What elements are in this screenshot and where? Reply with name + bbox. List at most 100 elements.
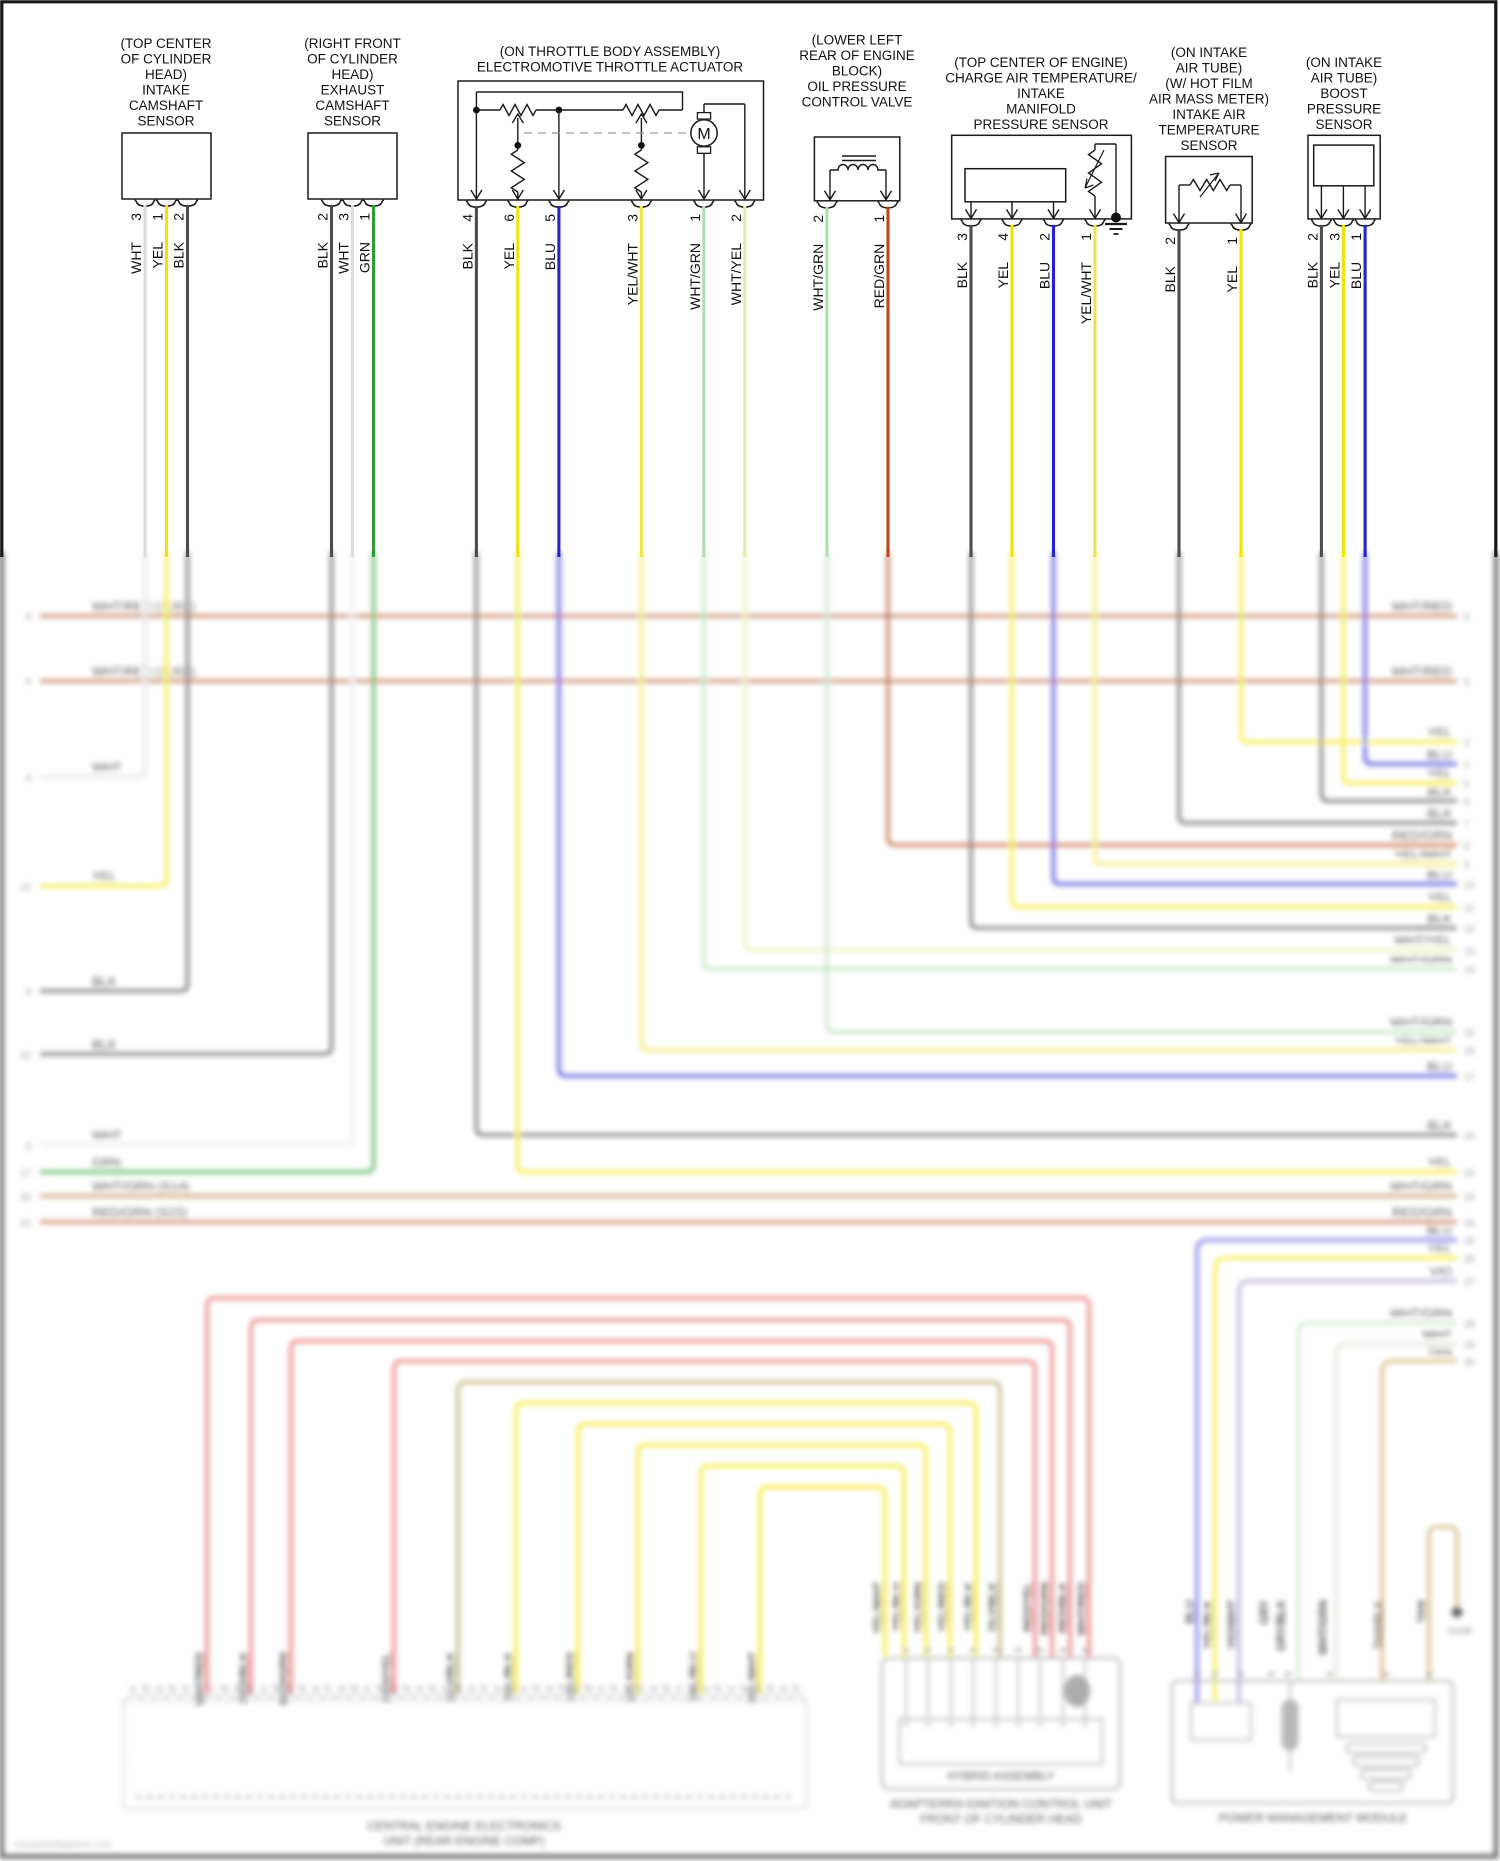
svg-text:RED/GRN (S15): RED/GRN (S15) [92, 1205, 187, 1220]
svg-text:TAN: TAN [1427, 1344, 1452, 1359]
svg-text:AIR MASS METER): AIR MASS METER) [1149, 92, 1269, 107]
svg-text:BLK: BLK [92, 1037, 117, 1052]
svg-text:22: 22 [1464, 1168, 1475, 1179]
svg-text:2: 2 [315, 213, 331, 221]
svg-text:SENSOR: SENSOR [324, 114, 381, 129]
svg-text:5: 5 [1464, 612, 1469, 623]
svg-text:WHT: WHT [92, 1128, 122, 1143]
svg-text:15: 15 [182, 1686, 190, 1693]
svg-text:1: 1 [1224, 237, 1240, 245]
svg-text:17: 17 [559, 1686, 567, 1693]
svg-text:WHT/GRN: WHT/GRN [810, 244, 826, 311]
svg-text:WHT: WHT [1422, 1327, 1452, 1342]
svg-text:3: 3 [1326, 233, 1342, 241]
svg-text:WHT: WHT [92, 760, 122, 775]
svg-text:14: 14 [1464, 965, 1475, 976]
svg-text:17: 17 [208, 1686, 216, 1693]
svg-text:RED/YEL: RED/YEL [1023, 1582, 1035, 1632]
svg-text:HEAD): HEAD) [331, 67, 373, 82]
svg-text:11: 11 [715, 1686, 722, 1693]
svg-text:YEL: YEL [501, 243, 517, 270]
svg-text:CENTRAL ENGINE ELECTRONICS: CENTRAL ENGINE ELECTRONICS [367, 1819, 561, 1833]
svg-text:11: 11 [364, 1686, 371, 1693]
svg-text:YEL: YEL [1326, 262, 1342, 289]
svg-text:WHT/GRN: WHT/GRN [1390, 1179, 1452, 1194]
svg-text:(RIGHT FRONT: (RIGHT FRONT [304, 36, 401, 51]
svg-text:28: 28 [1464, 1319, 1475, 1330]
svg-text:YEL/WHT: YEL/WHT [1394, 1033, 1452, 1048]
svg-text:14: 14 [637, 1686, 645, 1693]
svg-text:11: 11 [481, 1686, 488, 1693]
svg-text:OF CYLINDER: OF CYLINDER [307, 52, 398, 67]
svg-text:SENSOR: SENSOR [1315, 117, 1372, 132]
svg-text:15: 15 [533, 1686, 541, 1693]
svg-text:POWER MANAGEMENT MODULE: POWER MANAGEMENT MODULE [1218, 1811, 1407, 1825]
svg-text:YEL/GRN: YEL/GRN [626, 1652, 638, 1703]
svg-text:26: 26 [1464, 1254, 1475, 1265]
svg-text:3: 3 [336, 213, 352, 221]
svg-text:BLU: BLU [1427, 867, 1452, 882]
svg-text:9: 9 [1464, 860, 1469, 871]
svg-text:13: 13 [156, 1686, 164, 1693]
svg-text:CAMSHAFT: CAMSHAFT [129, 98, 203, 113]
svg-text:WHT/RED: WHT/RED [1077, 1582, 1089, 1636]
svg-text:GRY/BLK: GRY/BLK [1276, 1599, 1288, 1651]
svg-text:RED/GRN: RED/GRN [1392, 1205, 1452, 1220]
svg-text:BLK: BLK [1427, 784, 1452, 799]
svg-text:12: 12 [260, 1686, 268, 1693]
svg-text:3: 3 [624, 214, 640, 222]
svg-text:HYBRID ASSEMBLY: HYBRID ASSEMBLY [947, 1771, 1054, 1783]
svg-text:15: 15 [299, 1686, 307, 1693]
svg-text:12: 12 [143, 1686, 151, 1693]
svg-text:(ON INTAKE: (ON INTAKE [1171, 45, 1247, 60]
svg-text:GRN: GRN [357, 242, 373, 273]
svg-text:YEL: YEL [1427, 725, 1452, 740]
svg-text:17: 17 [1464, 1072, 1475, 1083]
svg-text:YEL: YEL [1427, 766, 1452, 781]
svg-text:13: 13 [273, 1686, 281, 1693]
svg-text:2: 2 [1304, 233, 1320, 241]
svg-text:18: 18 [689, 1686, 697, 1693]
svg-text:(TOP CENTER: (TOP CENTER [120, 36, 211, 51]
svg-text:WHT/GRN: WHT/GRN [1390, 1306, 1452, 1321]
svg-text:17: 17 [793, 1686, 801, 1693]
svg-text:5: 5 [542, 214, 558, 222]
svg-text:PRESSURE: PRESSURE [1307, 102, 1381, 117]
svg-text:BLK: BLK [954, 261, 970, 288]
svg-text:WHT/GRN (S14): WHT/GRN (S14) [92, 1179, 190, 1194]
svg-text:OLV/BLK: OLV/BLK [988, 1581, 1000, 1631]
svg-text:YEL/WHT: YEL/WHT [1078, 261, 1094, 324]
svg-text:29: 29 [1464, 1340, 1475, 1351]
svg-text:12: 12 [1464, 924, 1475, 935]
svg-text:16: 16 [546, 1686, 554, 1693]
svg-text:9: 9 [26, 677, 31, 688]
svg-text:PRESSURE SENSOR: PRESSURE SENSOR [973, 117, 1108, 132]
svg-text:3: 3 [128, 213, 144, 221]
svg-text:ELECTROMOTIVE THROTTLE ACTUATO: ELECTROMOTIVE THROTTLE ACTUATOR [477, 60, 744, 75]
svg-text:19: 19 [702, 1686, 710, 1693]
svg-text:14: 14 [286, 1686, 294, 1693]
svg-text:WHT/GRN: WHT/GRN [1318, 1600, 1330, 1655]
svg-text:31: 31 [20, 1218, 31, 1229]
svg-text:16: 16 [195, 1686, 203, 1693]
svg-text:BLU: BLU [542, 243, 558, 270]
svg-text:RED/GRN: RED/GRN [1392, 828, 1452, 843]
svg-text:(ON THROTTLE BODY ASSEMBLY): (ON THROTTLE BODY ASSEMBLY) [500, 44, 721, 59]
svg-text:ADAPTERRA IGNITION CONTROL UNI: ADAPTERRA IGNITION CONTROL UNIT [890, 1797, 1113, 1811]
svg-text:16: 16 [780, 1686, 788, 1693]
svg-text:INTAKE: INTAKE [142, 83, 190, 98]
svg-text:23: 23 [1464, 1192, 1475, 1203]
svg-text:CHARGE AIR TEMPERATURE/: CHARGE AIR TEMPERATURE/ [945, 71, 1137, 86]
svg-text:6: 6 [1464, 677, 1469, 688]
svg-text:YEL: YEL [1427, 1155, 1452, 1170]
svg-text:2: 2 [728, 214, 744, 222]
svg-text:MANIFOLD: MANIFOLD [1006, 102, 1076, 117]
svg-text:BLU: BLU [1427, 747, 1452, 762]
svg-text:YEL/BLU: YEL/BLU [689, 1652, 701, 1701]
svg-text:12: 12 [20, 882, 31, 893]
svg-text:18: 18 [338, 1686, 346, 1693]
svg-text:WHT/RED: WHT/RED [1391, 599, 1452, 614]
svg-text:WHT/RED: WHT/RED [1391, 664, 1452, 679]
svg-text:1: 1 [357, 213, 373, 221]
svg-text:17: 17 [676, 1686, 684, 1693]
